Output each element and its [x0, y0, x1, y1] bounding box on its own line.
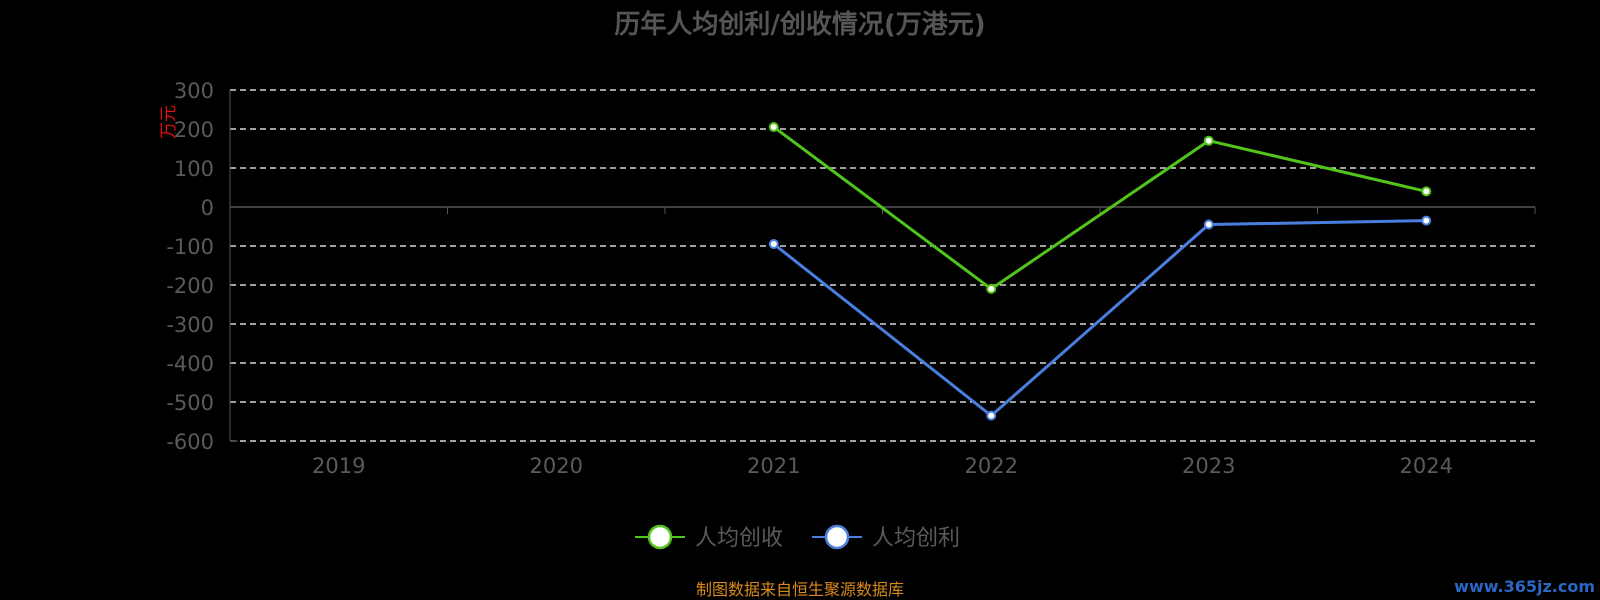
data-point[interactable] [768, 122, 779, 133]
data-point[interactable] [1203, 135, 1214, 146]
x-tick-label: 2020 [530, 454, 583, 478]
series-layer [768, 122, 1432, 421]
y-tick-label: 200 [174, 118, 214, 142]
legend-item[interactable]: 人均创收 [635, 524, 783, 551]
series-line-1 [772, 219, 1427, 418]
legend-marker [647, 524, 673, 550]
data-point[interactable] [1203, 219, 1214, 230]
x-tick-label: 2023 [1182, 454, 1235, 478]
x-tick-label: 2019 [312, 454, 365, 478]
legend-label: 人均创收 [695, 526, 783, 551]
y-tick-label: 300 [174, 79, 214, 103]
y-tick-label: -200 [166, 274, 214, 298]
data-point[interactable] [986, 283, 997, 294]
legend-marker [824, 524, 850, 550]
y-tick-label: -400 [166, 352, 214, 376]
x-tick-label: 2024 [1400, 454, 1453, 478]
y-tick-label: -300 [166, 313, 214, 337]
axes [229, 90, 1536, 442]
y-tick-label: -500 [166, 391, 214, 415]
source-note: 制图数据来自恒生聚源数据库 [696, 580, 904, 599]
series-line-0 [772, 125, 1427, 291]
data-point[interactable] [768, 239, 779, 250]
data-point[interactable] [1421, 186, 1432, 197]
watermark: www.365jz.com [1454, 577, 1595, 596]
legend[interactable]: 人均创收 人均创利 [635, 524, 960, 551]
y-tick-label: 100 [174, 157, 214, 181]
legend-label: 人均创利 [872, 526, 960, 551]
y-axis-label: 万元 [159, 105, 179, 139]
tick-labels: 300 200 100 0 -100 -200 -300 -400 -500 -600 2019 20… [166, 79, 1453, 478]
grid-lines [230, 89, 1535, 442]
data-point[interactable] [1421, 215, 1432, 226]
y-tick-label: -100 [166, 235, 214, 259]
y-tick-label: -600 [166, 430, 214, 454]
legend-item[interactable]: 人均创利 [812, 524, 960, 551]
data-point[interactable] [986, 410, 997, 421]
x-tick-label: 2022 [965, 454, 1018, 478]
x-tick-label: 2021 [747, 454, 800, 478]
y-tick-label: 0 [201, 196, 214, 220]
chart-title: 历年人均创利/创收情况(万港元) [614, 9, 985, 40]
